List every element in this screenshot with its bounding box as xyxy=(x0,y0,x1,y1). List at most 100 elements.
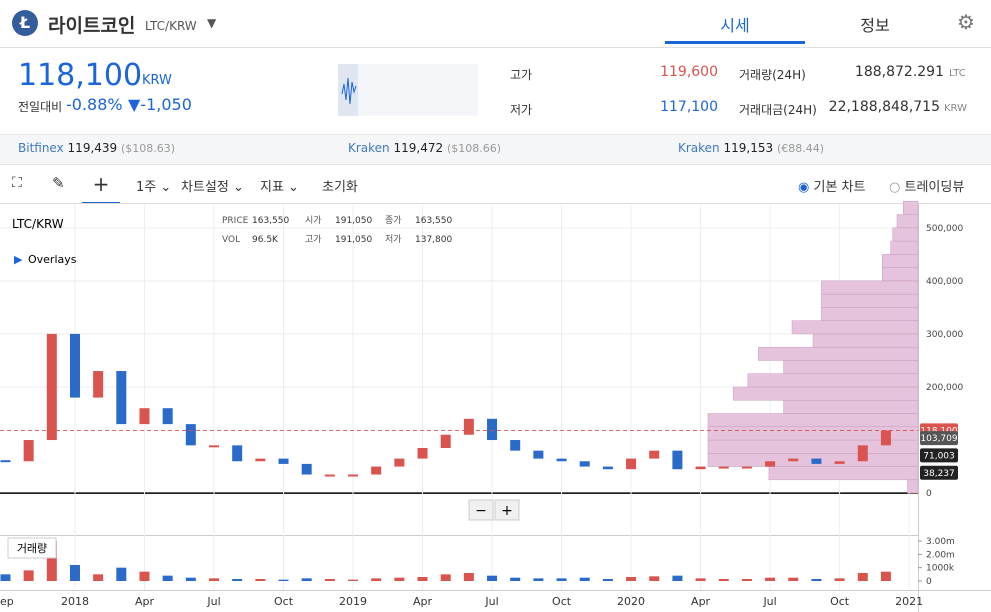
profile-bar xyxy=(768,466,919,481)
x-tick-label: Jul xyxy=(762,595,776,608)
volume-bar xyxy=(463,573,474,581)
tab-underline xyxy=(665,41,805,44)
zoom-out[interactable] xyxy=(468,499,494,521)
volume-bar xyxy=(533,578,544,581)
y-tick-label: 500,000 xyxy=(926,224,963,234)
candle xyxy=(162,408,173,425)
radio[interactable]: ◉ 기본 차트 xyxy=(798,180,866,195)
profile-bar xyxy=(812,333,919,348)
volume-bar xyxy=(811,579,822,581)
candle xyxy=(278,458,289,464)
reset[interactable]: 초기화 xyxy=(322,180,358,195)
unit: KRW xyxy=(944,103,967,114)
x-tick-label: Apr xyxy=(135,595,155,608)
y-tick-label: 200,000 xyxy=(926,383,963,393)
profile-bar xyxy=(890,240,919,255)
exchange-foreign: ($108.63) xyxy=(121,142,176,155)
info-label: 고가 xyxy=(305,234,322,245)
zoom-in[interactable] xyxy=(494,499,520,521)
settings[interactable]: ⚙ xyxy=(957,10,975,34)
candle xyxy=(348,474,359,477)
volume-bar xyxy=(0,574,11,581)
volume-bar xyxy=(232,579,243,581)
tab[interactable]: 시세 xyxy=(720,16,750,35)
info-label: 저가 xyxy=(385,234,402,245)
volume-bar xyxy=(765,577,776,581)
volume-bar xyxy=(834,578,845,581)
y-tick-label: 2.00m xyxy=(926,550,955,560)
candle xyxy=(857,445,868,462)
profile-bar xyxy=(783,399,919,414)
label: 전일대비 xyxy=(18,100,63,114)
candle xyxy=(46,333,57,441)
info-label: VOL xyxy=(222,235,240,245)
volume-bar xyxy=(394,577,405,581)
candle xyxy=(232,445,243,462)
volume-bar xyxy=(46,541,57,581)
volume-bar xyxy=(23,570,34,581)
candle xyxy=(209,445,219,448)
volume-bar xyxy=(695,578,706,581)
volume-label: 거래량 xyxy=(17,542,47,555)
settings-menu[interactable]: 차트설정 ⌄ xyxy=(181,180,244,195)
candle xyxy=(463,418,474,435)
x-tick-label: Oct xyxy=(274,595,294,608)
volume-bar xyxy=(348,579,359,581)
candle xyxy=(510,440,521,451)
volume-bar xyxy=(162,575,173,581)
candle xyxy=(301,463,312,475)
profile-bar xyxy=(791,320,919,335)
tab[interactable]: 정보 xyxy=(860,16,890,35)
dropdown[interactable]: ▼ xyxy=(207,16,217,30)
candle xyxy=(626,458,637,470)
volume-bar xyxy=(371,578,382,581)
profile-bar xyxy=(821,280,919,295)
candle xyxy=(672,450,683,470)
info-value: 96.5K xyxy=(252,235,279,245)
x-tick-label: Jul xyxy=(484,595,498,608)
info-label: 종가 xyxy=(385,215,402,226)
label: 거래대금(24H) xyxy=(739,103,817,117)
zoom-out-icon: − xyxy=(475,503,487,519)
profile-bar xyxy=(903,201,919,215)
volume-bar xyxy=(255,579,266,581)
label: 저가 xyxy=(510,103,533,117)
candle xyxy=(695,466,706,470)
change: ▼-1,050 xyxy=(128,95,192,114)
candle xyxy=(139,408,150,425)
profile-bar xyxy=(732,386,919,401)
x-tick-label: Apr xyxy=(691,595,711,608)
draw[interactable]: ✎ xyxy=(52,174,65,192)
candle xyxy=(741,466,752,469)
volume-bar xyxy=(278,579,289,581)
info-value: 191,050 xyxy=(335,235,372,245)
profile-bar xyxy=(821,307,919,321)
info-value: 163,550 xyxy=(415,216,452,226)
exchange-bar xyxy=(0,134,991,165)
price-marker xyxy=(920,431,958,446)
radio[interactable]: ○ 트레이딩뷰 xyxy=(889,180,965,195)
profile-bar xyxy=(783,360,919,374)
interval[interactable]: 1주 ⌄ xyxy=(136,180,172,195)
price-marker xyxy=(920,448,958,463)
label: 고가 xyxy=(510,68,533,82)
y-tick-label: 300,000 xyxy=(926,330,963,340)
profile-bar xyxy=(758,346,919,361)
fullscreen[interactable]: ⛶ xyxy=(12,175,22,191)
candle xyxy=(556,458,567,462)
chart-title: LTC/KRW xyxy=(12,217,64,231)
candle xyxy=(440,434,451,448)
volume-bar xyxy=(185,577,196,581)
volume-bar xyxy=(510,577,521,581)
indicator-menu[interactable]: 지표 ⌄ xyxy=(260,180,299,195)
price-marker-label: 38,237 xyxy=(923,469,955,479)
candle xyxy=(0,460,11,463)
overlays[interactable]: Overlays xyxy=(28,253,77,266)
candle xyxy=(811,458,822,464)
candle xyxy=(93,371,104,398)
profile-bar xyxy=(882,267,919,282)
x-tick-label: 2020 xyxy=(617,595,645,608)
coin-name: 라이트코인 xyxy=(48,15,136,37)
volume-bar xyxy=(209,578,219,581)
